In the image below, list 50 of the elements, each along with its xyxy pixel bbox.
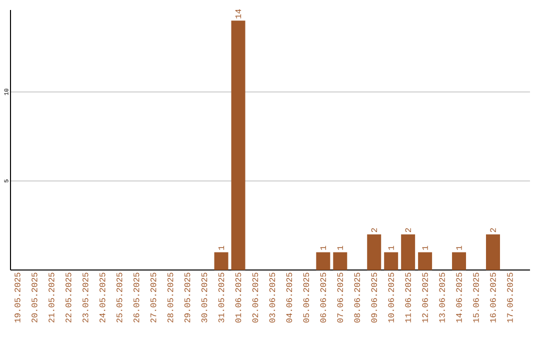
data-label: 2 bbox=[371, 228, 377, 232]
x-tick-label: 30.05.2025 bbox=[201, 272, 208, 322]
bar bbox=[452, 252, 466, 270]
bar bbox=[384, 252, 398, 270]
x-tick-label: 21.05.2025 bbox=[48, 272, 54, 322]
x-tick-label: 08.06.2025 bbox=[354, 272, 360, 322]
x-tick-label: 03.06.2025 bbox=[269, 272, 276, 322]
data-label: 14 bbox=[235, 9, 242, 18]
bar bbox=[486, 234, 500, 270]
x-tick-label: 16.06.2025 bbox=[490, 272, 496, 322]
bar bbox=[418, 252, 432, 270]
data-label: 1 bbox=[422, 246, 428, 250]
x-tick-label: 23.05.2025 bbox=[82, 272, 88, 322]
x-tick-label: 28.05.2025 bbox=[167, 272, 174, 322]
x-tick-label: 11.06.2025 bbox=[405, 272, 411, 322]
data-label: 1 bbox=[456, 246, 462, 250]
x-tick-label: 15.06.2025 bbox=[473, 272, 479, 322]
x-tick-label: 02.06.2025 bbox=[252, 272, 258, 322]
data-label: 2 bbox=[405, 228, 411, 232]
x-tick-label: 13.06.2025 bbox=[439, 272, 445, 322]
x-tick-label: 10.06.2025 bbox=[388, 272, 394, 322]
x-tick-label: 01.06.2025 bbox=[235, 272, 242, 322]
bar bbox=[231, 20, 246, 270]
x-tick-label: 26.05.2025 bbox=[133, 272, 140, 322]
x-tick-label: 24.05.2025 bbox=[100, 272, 106, 322]
data-label: 2 bbox=[490, 228, 496, 232]
x-tick-label: 04.06.2025 bbox=[286, 272, 292, 322]
x-tick-label: 31.05.2025 bbox=[218, 272, 224, 322]
x-tick-label: 07.06.2025 bbox=[337, 272, 344, 322]
bar bbox=[316, 252, 330, 270]
bar bbox=[214, 252, 228, 270]
x-tick-label: 05.06.2025 bbox=[303, 272, 310, 322]
x-tick-label: 17.06.2025 bbox=[507, 272, 513, 322]
bar bbox=[367, 234, 382, 270]
x-tick-label: 06.06.2025 bbox=[320, 272, 326, 322]
x-tick-label: 19.05.2025 bbox=[14, 272, 20, 322]
bar bbox=[401, 234, 416, 270]
x-tick-label: 09.06.2025 bbox=[371, 272, 377, 322]
x-tick-label: 25.05.2025 bbox=[116, 272, 122, 322]
x-tick-label: 12.06.2025 bbox=[422, 272, 428, 322]
data-label: 1 bbox=[320, 246, 326, 250]
x-tick-label: 29.05.2025 bbox=[184, 272, 190, 322]
x-tick-label: 14.06.2025 bbox=[456, 272, 462, 322]
x-tick-label: 20.05.2025 bbox=[32, 272, 38, 322]
bar bbox=[333, 252, 348, 270]
x-tick-label: 22.05.2025 bbox=[66, 272, 72, 322]
x-tick-label: 27.05.2025 bbox=[150, 272, 156, 322]
data-label: 1 bbox=[337, 246, 343, 250]
data-label: 1 bbox=[218, 246, 224, 250]
data-label: 1 bbox=[388, 246, 394, 250]
